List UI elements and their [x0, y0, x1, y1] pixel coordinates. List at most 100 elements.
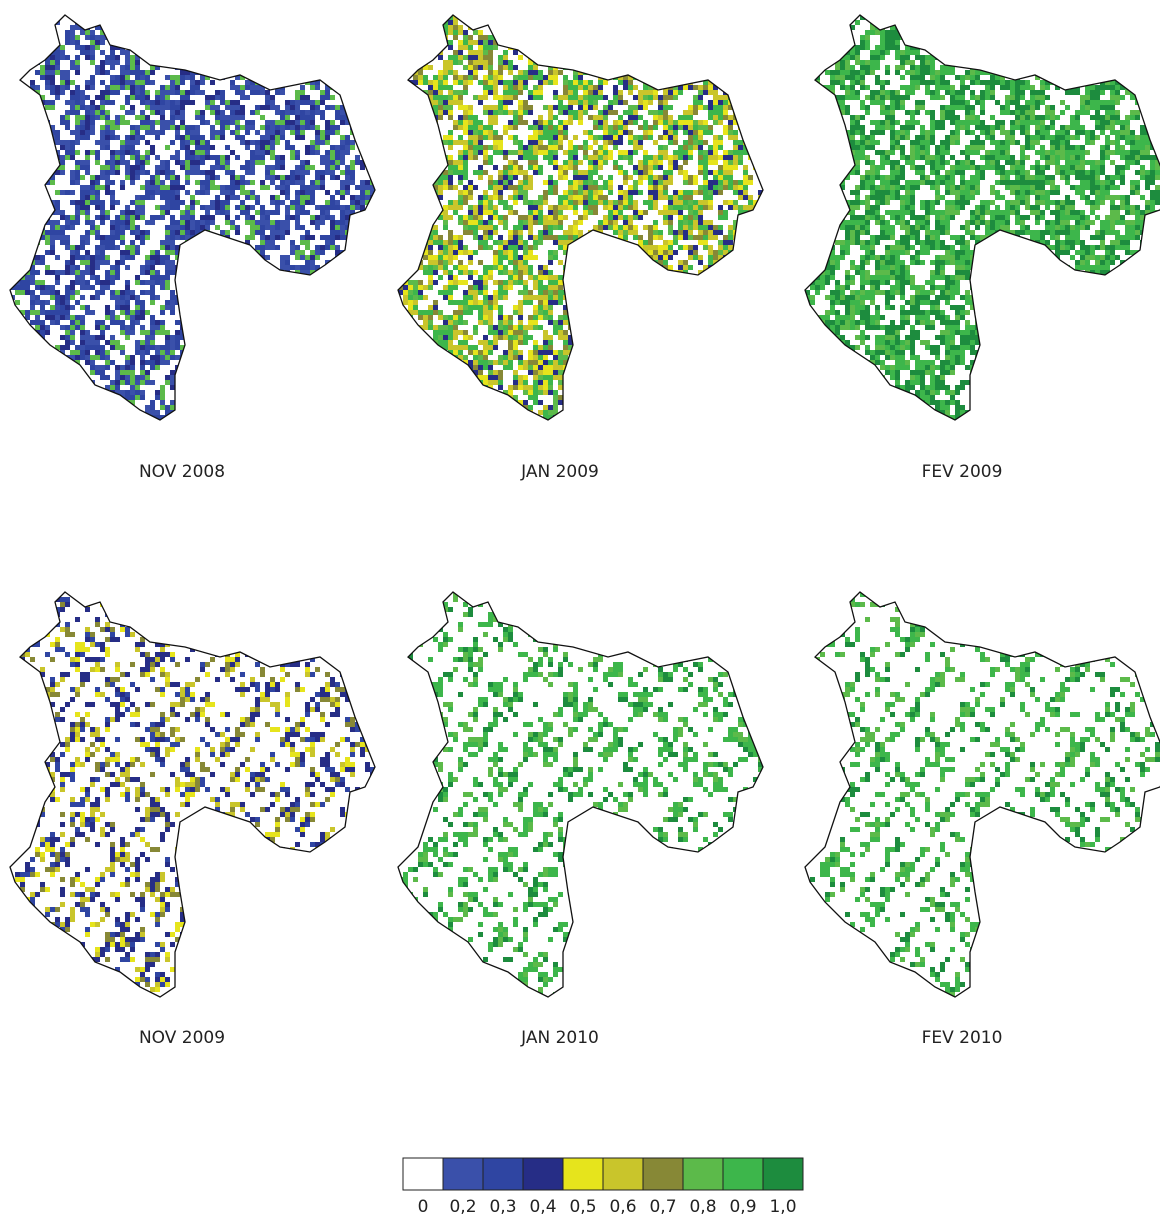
map-cell — [668, 65, 673, 70]
map-cell — [75, 60, 80, 65]
map-cell — [70, 65, 75, 70]
map-cell — [65, 55, 70, 60]
map-cell — [110, 290, 115, 295]
map-cell — [428, 90, 433, 95]
map-cell — [210, 290, 215, 295]
map-cell — [250, 120, 255, 125]
map-cell — [310, 415, 315, 420]
map-cell — [165, 305, 170, 310]
map-cell — [345, 395, 350, 400]
map-cell — [350, 200, 355, 205]
map-cell — [503, 65, 508, 70]
map-cell — [90, 40, 95, 45]
map-cell — [210, 240, 215, 245]
map-cell — [320, 320, 325, 325]
map-cell — [75, 300, 80, 305]
map-cell — [180, 105, 185, 110]
map-cell — [205, 190, 210, 195]
map-cell — [35, 145, 40, 150]
map-cell — [553, 80, 558, 85]
map-cell — [205, 30, 210, 35]
map-cell — [295, 20, 300, 25]
map-cell — [80, 395, 85, 400]
map-cell — [225, 50, 230, 55]
map-cell — [523, 35, 528, 40]
map-cell — [483, 45, 488, 50]
map-cell — [350, 240, 355, 245]
map-cell — [708, 110, 713, 115]
map-cell — [325, 375, 330, 380]
map-cell — [438, 90, 443, 95]
map-cell — [125, 120, 130, 125]
map-cell — [320, 285, 325, 290]
map-cell — [713, 100, 718, 105]
map-cell — [300, 270, 305, 275]
map-cell — [340, 295, 345, 300]
map-cell — [703, 35, 708, 40]
map-cell — [553, 25, 558, 30]
map-cell — [225, 200, 230, 205]
map-cell — [310, 375, 315, 380]
map-cell — [365, 115, 370, 120]
map-cell — [703, 75, 708, 80]
map-cell — [488, 105, 493, 110]
map-cell — [458, 30, 463, 35]
map-cell — [80, 205, 85, 210]
map-cell — [280, 325, 285, 330]
map-cell — [200, 115, 205, 120]
map-cell — [170, 175, 175, 180]
map-cell — [320, 350, 325, 355]
map-cell — [65, 115, 70, 120]
map-cell — [285, 280, 290, 285]
map-cell — [375, 325, 380, 330]
map-cell — [305, 375, 310, 380]
map-cell — [628, 50, 633, 55]
map-cell — [290, 365, 295, 370]
map-cell — [418, 110, 423, 115]
map-cell — [753, 65, 758, 70]
map-cell — [375, 320, 380, 325]
map-cell — [658, 25, 663, 30]
map-cell — [150, 65, 155, 70]
map-cell — [225, 410, 230, 415]
map-cell — [763, 70, 768, 75]
map-cell — [305, 75, 310, 80]
map-cell — [413, 75, 418, 80]
map-cell — [428, 55, 433, 60]
map-cell — [315, 245, 320, 250]
map-cell — [115, 300, 120, 305]
map-cell — [355, 400, 360, 405]
map-cell — [170, 90, 175, 95]
map-cell — [90, 100, 95, 105]
map-cell — [230, 25, 235, 30]
map-cell — [85, 135, 90, 140]
map-cell — [285, 15, 290, 20]
map-cell — [763, 40, 768, 45]
map-cell — [330, 105, 335, 110]
map-cell — [275, 230, 280, 235]
map-cell — [230, 130, 235, 135]
map-cell — [608, 105, 613, 110]
map-cell — [215, 65, 220, 70]
map-cell — [55, 310, 60, 315]
map-cell — [175, 130, 180, 135]
map-cell — [110, 205, 115, 210]
map-cell — [250, 60, 255, 65]
map-cell — [573, 110, 578, 115]
map-cell — [583, 15, 588, 20]
map-cell — [280, 175, 285, 180]
map-cell — [413, 35, 418, 40]
map-cell — [105, 260, 110, 265]
map-cell — [295, 15, 300, 20]
map-cell — [185, 370, 190, 375]
map-cell — [448, 105, 453, 110]
map-cell — [518, 105, 523, 110]
map-cell — [668, 105, 673, 110]
map-cell — [175, 320, 180, 325]
map-cell — [95, 70, 100, 75]
map-cell — [698, 50, 703, 55]
map-cell — [370, 135, 375, 140]
map-cell — [150, 40, 155, 45]
map-cell — [85, 330, 90, 335]
map-cell — [325, 385, 330, 390]
